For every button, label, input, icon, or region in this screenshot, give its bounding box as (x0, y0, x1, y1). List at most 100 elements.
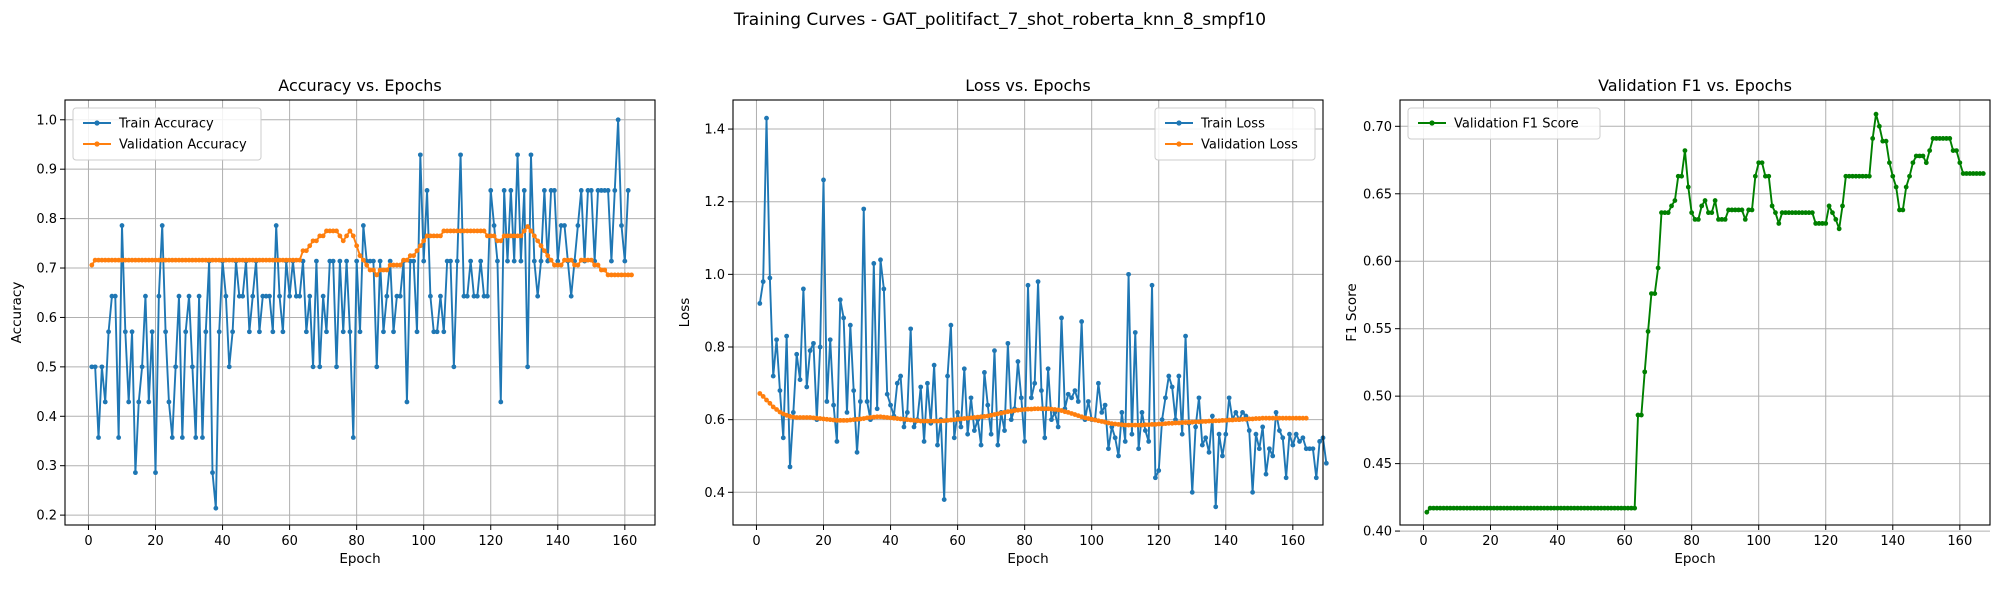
data-point (1270, 415, 1276, 421)
legend-marker (1176, 141, 1182, 147)
data-point (431, 233, 437, 239)
data-point (350, 435, 356, 440)
data-point (1008, 417, 1014, 423)
data-point (1903, 184, 1909, 190)
data-point (1122, 422, 1128, 428)
data-point (1209, 413, 1215, 419)
data-point (200, 257, 205, 263)
data-point (1156, 468, 1162, 473)
data-point (307, 293, 313, 299)
data-point (431, 329, 437, 335)
data-point (340, 238, 346, 244)
data-point (1226, 417, 1232, 423)
data-point (1598, 505, 1604, 511)
data-point (454, 258, 460, 264)
y-tick-label: 0.60 (1363, 255, 1392, 270)
data-point (434, 233, 440, 239)
legend-label: Validation F1 Score (1454, 117, 1579, 132)
data-point (1139, 409, 1145, 415)
data-point (109, 257, 115, 263)
data-point (1136, 422, 1142, 428)
data-point (1223, 431, 1229, 437)
data-point (176, 257, 182, 263)
data-point (1803, 210, 1809, 216)
data-point (1146, 439, 1152, 444)
data-point (1866, 173, 1872, 179)
data-point (384, 293, 390, 299)
data-point (444, 228, 450, 234)
data-point (407, 253, 413, 259)
data-point (575, 262, 581, 268)
data-point (337, 233, 343, 239)
data-point (216, 329, 222, 335)
data-point (488, 233, 494, 239)
data-point (777, 388, 783, 393)
data-point (297, 257, 303, 263)
x-tick-label: 0 (752, 534, 760, 549)
data-point (1149, 282, 1155, 288)
legend-marker (94, 141, 100, 147)
data-point (344, 258, 349, 264)
data-point (797, 377, 803, 383)
data-point (387, 262, 393, 268)
data-point (1504, 505, 1510, 511)
data-point (904, 409, 910, 415)
x-tick-label: 60 (1616, 534, 1633, 549)
data-point (320, 233, 326, 239)
data-point (186, 257, 192, 263)
data-point (598, 188, 604, 193)
data-point (609, 258, 614, 264)
data-point (169, 257, 175, 263)
data-point (1940, 136, 1946, 141)
y-axis-label: Loss (677, 298, 693, 328)
data-point (988, 431, 994, 437)
data-point (854, 449, 860, 455)
series-2 (89, 224, 634, 278)
data-point (119, 257, 125, 263)
data-point (901, 424, 907, 430)
data-point (96, 435, 101, 440)
data-point (575, 223, 581, 228)
data-point (106, 257, 111, 263)
data-point (884, 391, 890, 397)
data-point (881, 286, 887, 292)
data-point (1974, 171, 1979, 176)
chart-title: Accuracy vs. Epochs (278, 76, 441, 95)
data-point (149, 257, 155, 263)
data-point (1960, 171, 1966, 176)
data-point (1132, 422, 1138, 428)
data-point (1602, 505, 1607, 511)
data-point (310, 238, 316, 244)
data-point (602, 267, 608, 273)
data-point (146, 257, 152, 263)
data-point (928, 418, 934, 424)
data-point (515, 152, 520, 158)
data-point (1179, 420, 1185, 425)
data-point (1726, 207, 1731, 213)
data-point (471, 293, 477, 299)
data-point (1491, 505, 1497, 511)
data-point (434, 329, 440, 335)
data-point (625, 272, 631, 278)
data-point (280, 329, 286, 335)
x-axis-label: Epoch (1007, 551, 1048, 567)
data-point (287, 293, 292, 299)
data-point (1297, 439, 1302, 444)
data-point (1300, 435, 1306, 441)
data-point (1883, 138, 1889, 144)
data-point (1313, 475, 1319, 481)
data-point (267, 257, 272, 263)
data-point (263, 293, 269, 299)
data-point (428, 293, 433, 299)
data-point (1277, 415, 1282, 421)
data-point (1142, 422, 1148, 428)
data-point (179, 435, 185, 440)
data-point (948, 322, 954, 328)
data-point (1220, 453, 1225, 459)
data-point (270, 329, 276, 335)
y-tick-label: 0.55 (1363, 322, 1392, 337)
data-point (1977, 171, 1983, 176)
plot-frame (1399, 99, 1991, 526)
data-point (183, 257, 189, 263)
